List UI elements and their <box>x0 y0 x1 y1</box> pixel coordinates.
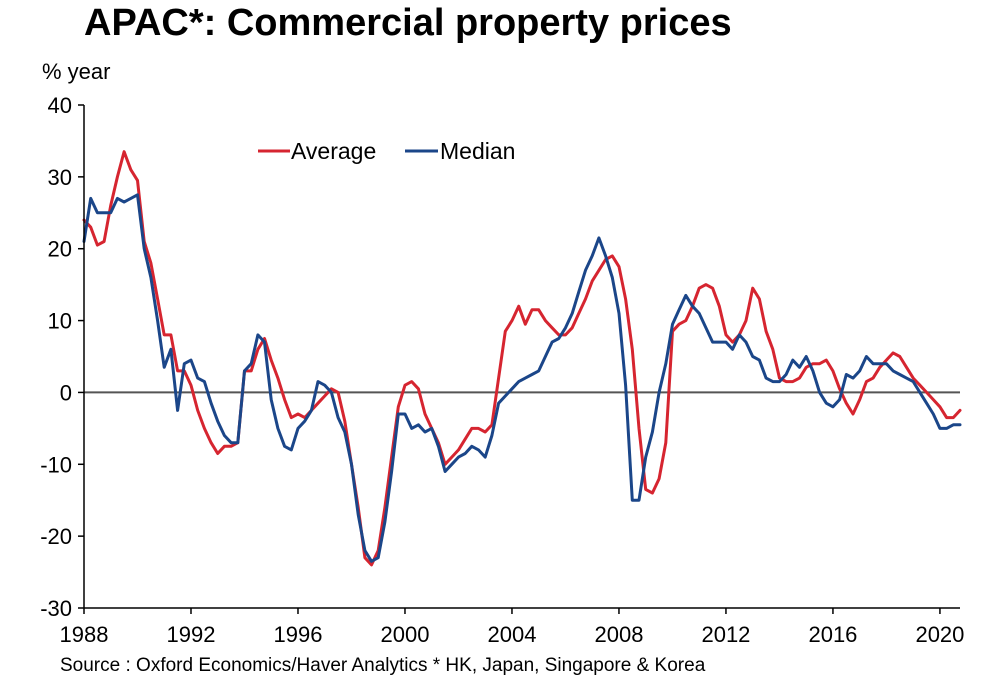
source-note: Source : Oxford Economics/Haver Analytic… <box>60 655 706 676</box>
y-tick-label: -30 <box>40 596 72 621</box>
x-tick-label: 1996 <box>274 622 323 647</box>
y-axis-label: % year <box>42 59 111 84</box>
y-tick-label: 30 <box>48 165 72 190</box>
x-tick-label: 2000 <box>381 622 430 647</box>
y-tick-label: 0 <box>60 380 72 405</box>
series-line-median <box>82 193 962 563</box>
x-tick-label: 2012 <box>701 622 750 647</box>
y-axis-ticks: 40 30 20 10 0 -10 -20 -30 <box>40 93 84 621</box>
legend-label-average: Average <box>291 138 376 164</box>
y-tick-label: 20 <box>48 237 72 262</box>
x-axis-ticks: 1988 1992 1996 2000 2004 2008 2012 2016 2020 <box>60 608 964 647</box>
y-tick-label: 10 <box>48 309 72 334</box>
x-tick-label: 1988 <box>60 622 109 647</box>
legend: Average Median <box>258 138 515 164</box>
chart-title: APAC*: Commercial property prices <box>84 2 732 44</box>
series-line-average <box>82 150 962 567</box>
y-tick-label: -20 <box>40 524 72 549</box>
y-tick-label: 40 <box>48 93 72 118</box>
x-tick-label: 2008 <box>594 622 643 647</box>
legend-label-median: Median <box>440 138 515 164</box>
series-layer <box>82 150 962 567</box>
x-tick-label: 2004 <box>487 622 536 647</box>
y-tick-label: -10 <box>40 452 72 477</box>
x-tick-label: 1992 <box>167 622 216 647</box>
x-tick-label: 2020 <box>915 622 964 647</box>
x-tick-label: 2016 <box>808 622 857 647</box>
